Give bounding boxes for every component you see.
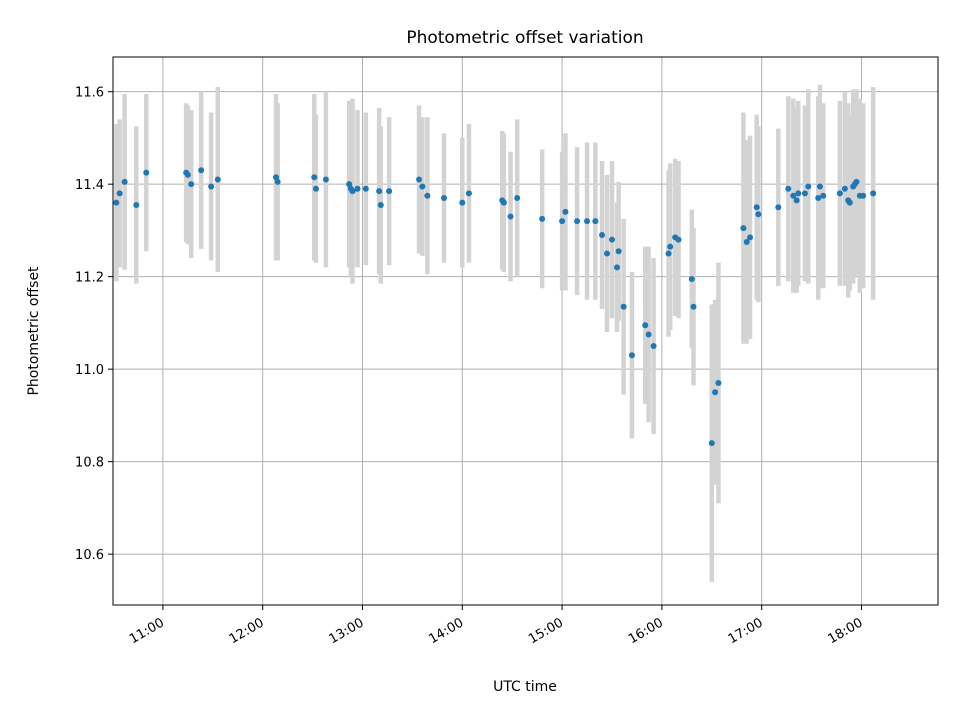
data-point [620,303,627,310]
data-point [416,176,423,183]
data-point [377,201,384,208]
data-point [465,190,472,197]
data-point [514,195,521,202]
data-point [143,169,150,176]
y-tick-label: 11.6 [75,86,104,101]
data-point [816,183,823,190]
data-point [214,176,221,183]
data-point [870,190,877,197]
data-point [419,183,426,190]
data-point [562,208,569,215]
data-point [608,236,615,243]
data-point [860,192,867,199]
data-point [846,199,853,206]
data-point [133,201,140,208]
data-point [642,322,649,329]
data-point [688,275,695,282]
data-point [793,197,800,204]
data-point [604,250,611,257]
chart-title: Photometric offset variation [406,28,643,48]
data-point [667,243,674,250]
data-point [116,190,123,197]
data-point [599,232,606,239]
data-point [753,204,760,211]
data-point [613,264,620,271]
data-point [274,178,281,185]
data-point [615,248,622,255]
data-points [113,167,877,447]
data-point [747,234,754,241]
data-point [715,380,722,387]
data-point [841,185,848,192]
data-point [354,185,361,192]
data-point [273,174,280,181]
y-tick-label: 11.2 [75,271,104,286]
data-point [665,250,672,257]
data-point [424,192,431,199]
data-point [362,185,369,192]
data-point [785,185,792,192]
data-point [198,167,205,174]
data-point [795,190,802,197]
data-point [820,192,827,199]
data-point [574,218,581,225]
data-point [853,178,860,185]
data-point [322,176,329,183]
x-axis-label: UTC time [493,679,557,695]
data-point [113,199,120,206]
data-point [708,440,715,447]
y-axis-ticks: 10.6 10.8 11.0 11.2 11.4 11.6 [75,86,113,563]
data-point [755,211,762,218]
data-point [645,331,652,338]
data-point [790,192,797,199]
y-tick-label: 11.4 [75,178,104,193]
data-point [815,195,822,202]
data-point [628,352,635,359]
data-point [311,174,318,181]
data-point [592,218,599,225]
data-point [349,188,356,195]
data-point [459,199,466,206]
data-point [188,181,195,188]
y-axis-label: Photometric offset [26,266,42,396]
data-point [208,183,215,190]
data-point [346,181,353,188]
data-point [775,204,782,211]
data-point [743,238,750,245]
data-point [740,225,747,232]
data-point [836,190,843,197]
y-tick-label: 10.8 [75,456,104,471]
data-point [650,343,657,350]
plot-frame [112,56,939,606]
data-point [440,195,447,202]
data-point [801,190,808,197]
data-point [584,218,591,225]
data-point [184,171,191,178]
data-point [121,178,128,185]
data-point [500,199,507,206]
data-point [376,188,383,195]
y-tick-label: 11.0 [75,363,104,378]
data-point [675,236,682,243]
data-point [712,389,719,396]
data-point [559,218,566,225]
data-point [690,303,697,310]
data-point [805,183,812,190]
y-tick-label: 10.6 [75,548,104,563]
data-point [312,185,319,192]
data-point [507,213,514,220]
data-point [386,188,393,195]
data-point [539,215,546,222]
